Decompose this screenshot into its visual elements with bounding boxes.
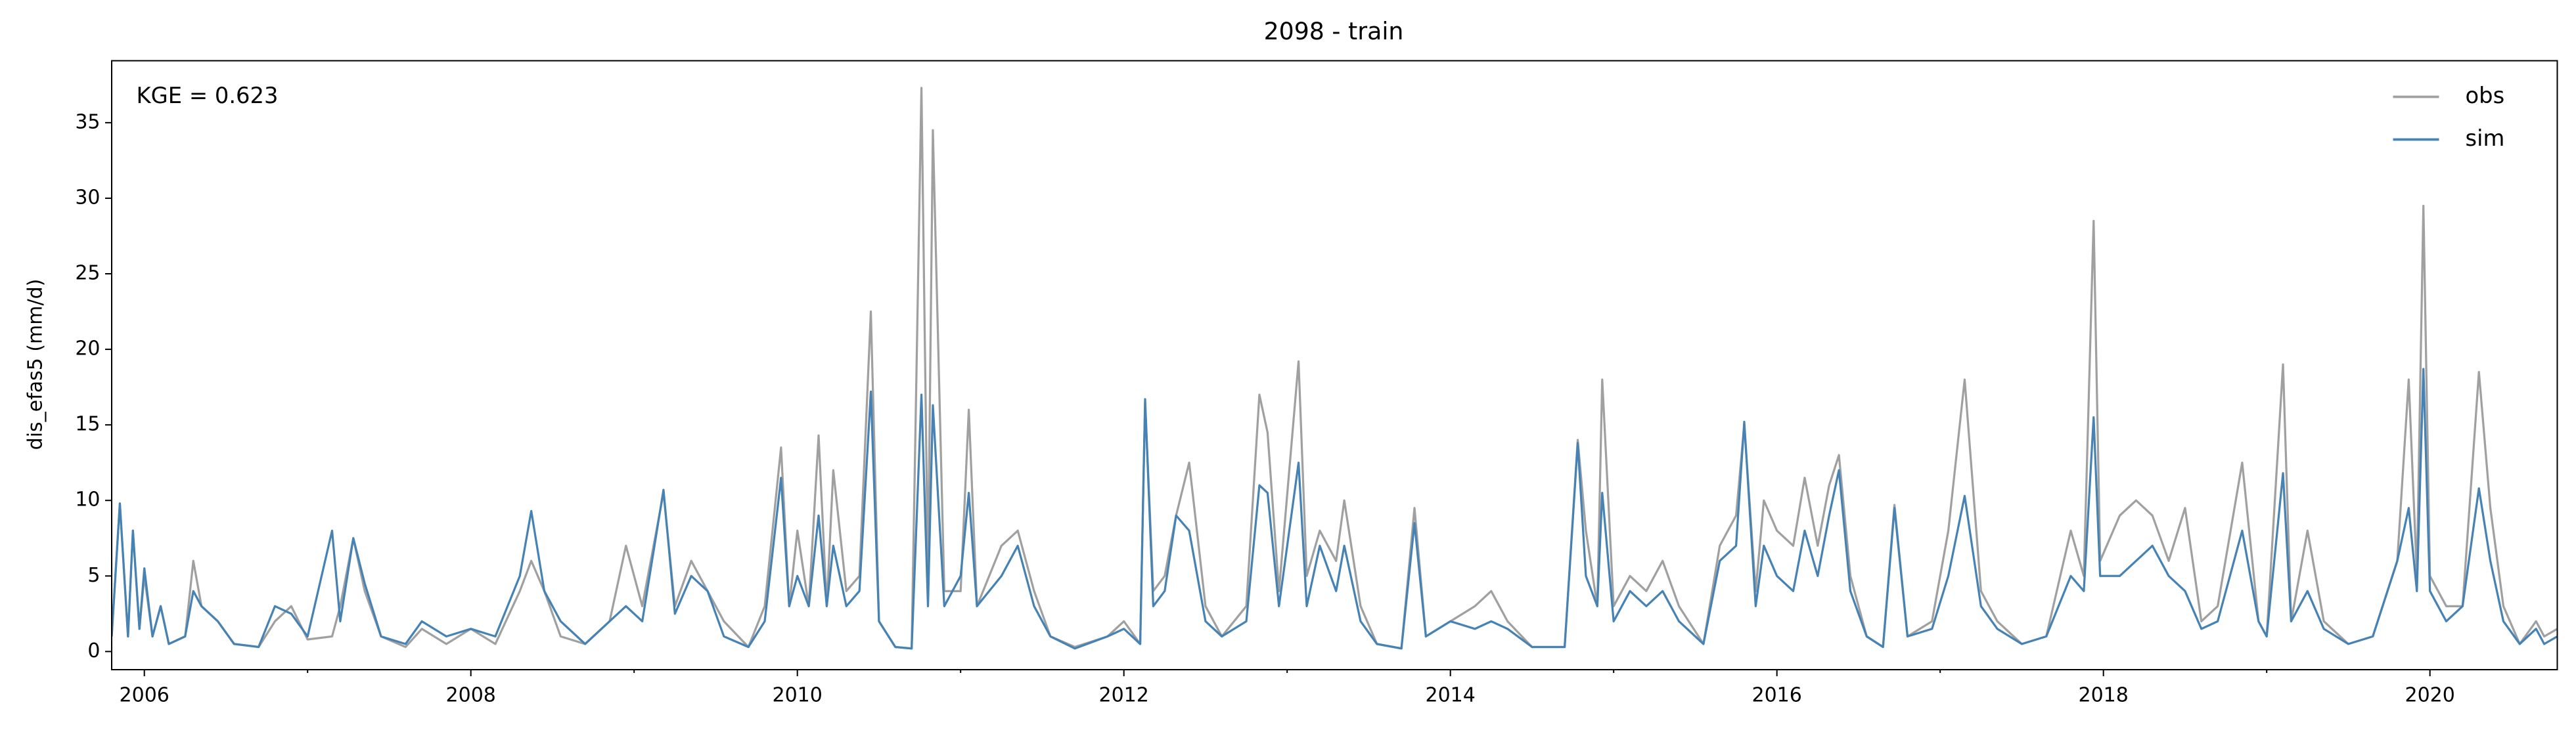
y-tick-label: 20 (75, 337, 100, 360)
x-tick-label: 2018 (2078, 684, 2128, 707)
y-tick-label: 0 (87, 639, 100, 662)
x-tick-label: 2016 (1752, 684, 1802, 707)
y-tick-label: 15 (75, 413, 100, 436)
annotation: KGE = 0.623 (137, 83, 279, 108)
legend-label: sim (2466, 125, 2505, 151)
y-axis-label: dis_efas5 (mm/d) (24, 279, 47, 450)
x-tick-label: 2014 (1426, 684, 1476, 707)
y-tick-label: 35 (75, 110, 100, 133)
x-tick-label: 2008 (446, 684, 496, 707)
series-line (112, 368, 2558, 650)
x-tick-label: 2010 (773, 684, 823, 707)
y-tick-label: 10 (75, 488, 100, 511)
plot-frame (111, 60, 2558, 670)
x-tick-label: 2020 (2405, 684, 2454, 707)
x-tick-label: 2012 (1099, 684, 1149, 707)
chart-title: 2098 - train (1264, 17, 1404, 45)
legend-label: obs (2466, 83, 2505, 108)
x-tick-label: 2006 (120, 684, 169, 707)
y-tick-label: 5 (87, 564, 100, 587)
series-line (112, 87, 2558, 650)
y-tick-label: 30 (75, 186, 100, 209)
y-tick-label: 25 (75, 262, 100, 285)
